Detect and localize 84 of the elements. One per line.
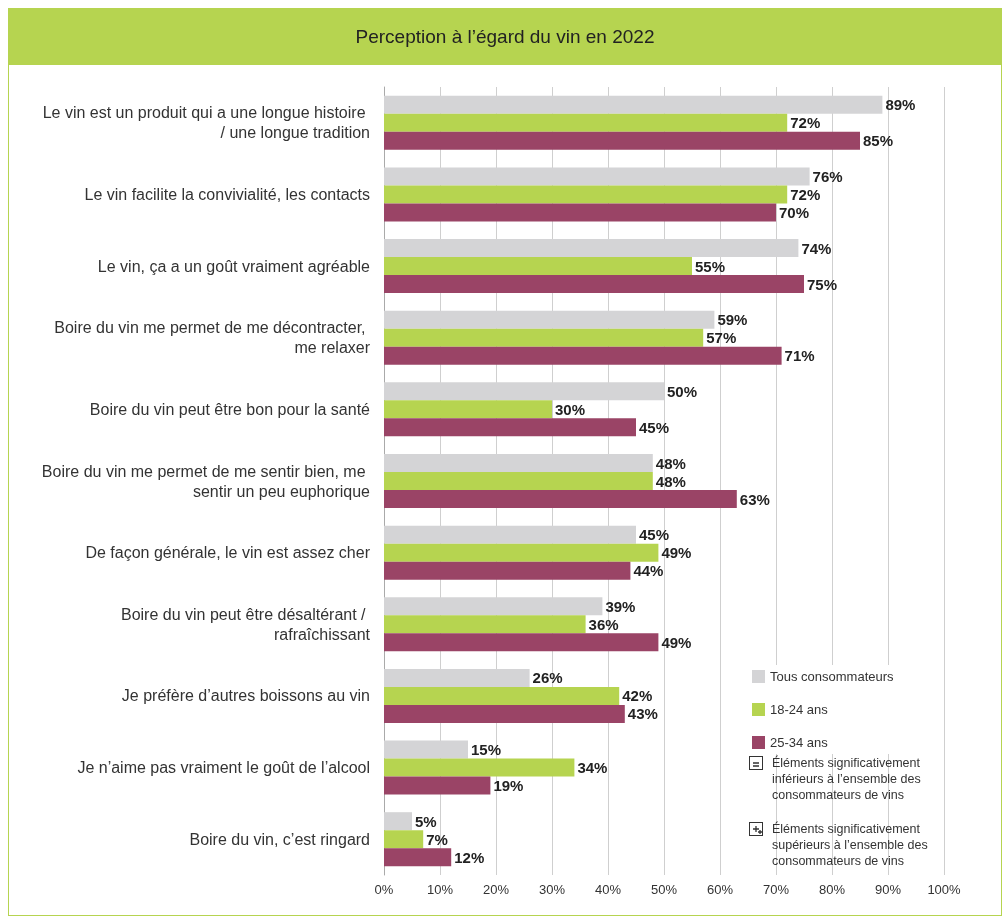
- bar: [384, 346, 782, 365]
- y-tick-label: Boire du vin me permet de me sentir bien, me sentir un peu euphorique: [41, 462, 371, 500]
- legend-label: 25-34 ans: [770, 735, 829, 750]
- bar: [384, 776, 491, 795]
- data-label: 57%: [706, 329, 737, 347]
- bar: [384, 830, 424, 849]
- y-tick-label: Je préfère d’autres boissons au vin: [121, 687, 370, 705]
- x-tick-label: 80%: [818, 882, 846, 897]
- bar: [384, 418, 636, 437]
- chart-title: Perception à l’égard du vin en 2022: [9, 9, 1001, 65]
- data-label: 74%: [801, 239, 832, 257]
- data-label: 12%: [454, 848, 485, 866]
- data-label: 45%: [639, 418, 670, 436]
- data-label: 48%: [655, 472, 686, 490]
- bar: [384, 615, 586, 634]
- bar: [384, 686, 620, 705]
- data-label: 45%: [639, 526, 670, 544]
- data-label: 34%: [577, 759, 608, 777]
- data-label: 72%: [790, 185, 821, 203]
- data-label: 55%: [695, 257, 726, 275]
- y-tick-label: Boire du vin me permet de me décontracter, me relaxer: [54, 319, 371, 357]
- data-label: 43%: [627, 705, 658, 723]
- y-tick-label: Boire du vin peut être désaltérant / rafraîchissant: [120, 605, 371, 643]
- data-label: 85%: [863, 132, 894, 150]
- x-tick-label: 10%: [426, 882, 454, 897]
- bar: [384, 472, 653, 490]
- y-tick-label: Le vin est un produit qui a une longue histoire / une longue tradition: [42, 104, 370, 142]
- bar: [384, 257, 692, 276]
- data-label: 71%: [784, 347, 815, 365]
- bar: [384, 131, 860, 150]
- legend-label: Tous consommateurs: [770, 669, 895, 684]
- x-tick-label: 90%: [874, 882, 902, 897]
- x-tick-label: 100%: [927, 882, 962, 897]
- annotation: Éléments significativement inférieurs à l’ensemble des consommateurs de vins: [772, 755, 922, 803]
- data-label: 42%: [622, 687, 653, 705]
- bar: [384, 113, 788, 132]
- y-tick-label: Je n’aime pas vraiment le goût de l’alcool: [77, 759, 370, 777]
- data-label: 89%: [885, 96, 916, 114]
- data-label: 70%: [779, 203, 810, 221]
- data-label: 30%: [555, 400, 586, 418]
- y-tick-label: Le vin, ça a un goût vraiment agréable: [97, 257, 371, 275]
- data-label: 49%: [661, 544, 692, 562]
- bar: [384, 758, 575, 777]
- annotation: Éléments significativement supérieurs à l’ensemble des consommateurs de vins: [772, 821, 929, 869]
- bar: [384, 490, 737, 508]
- data-label: 15%: [471, 741, 502, 759]
- data-label: 50%: [667, 382, 698, 400]
- data-label: 44%: [633, 562, 664, 580]
- x-tick-label: 40%: [594, 882, 622, 897]
- bar: [384, 543, 659, 562]
- x-tick-label: 50%: [650, 882, 678, 897]
- data-label: 5%: [415, 812, 437, 830]
- bar: [384, 185, 788, 204]
- x-tick-label: 70%: [762, 882, 790, 897]
- y-tick-label: Le vin facilite la convivialité, les contacts: [84, 185, 370, 203]
- x-tick-label: 20%: [482, 882, 510, 897]
- data-label: 36%: [588, 615, 619, 633]
- data-label: 26%: [532, 669, 563, 687]
- bar: [384, 812, 412, 831]
- data-label: 76%: [812, 167, 843, 185]
- data-label: 63%: [739, 490, 770, 508]
- bar: [384, 328, 704, 347]
- data-label: 72%: [790, 114, 821, 132]
- bar: [384, 848, 452, 867]
- bar: [384, 275, 804, 294]
- bar: [384, 203, 776, 222]
- data-label: 59%: [717, 311, 748, 329]
- data-label: 75%: [807, 275, 838, 293]
- data-label: 39%: [605, 597, 636, 615]
- bar: [384, 400, 552, 419]
- data-label: 19%: [493, 777, 524, 795]
- x-tick-label: 60%: [706, 882, 734, 897]
- y-tick-label: Boire du vin, c’est ringard: [189, 830, 370, 848]
- data-label: 48%: [655, 454, 686, 472]
- bar: [384, 704, 625, 723]
- data-label: 7%: [426, 830, 448, 848]
- data-label: 49%: [661, 633, 692, 651]
- bar: [384, 633, 659, 652]
- x-tick-label: 30%: [538, 882, 566, 897]
- y-tick-label: De façon générale, le vin est assez cher: [85, 544, 371, 562]
- bar: [384, 561, 631, 580]
- legend-label: 18-24 ans: [770, 702, 829, 717]
- y-tick-label: Boire du vin peut être bon pour la santé: [89, 400, 371, 418]
- x-tick-label: 0%: [374, 882, 394, 897]
